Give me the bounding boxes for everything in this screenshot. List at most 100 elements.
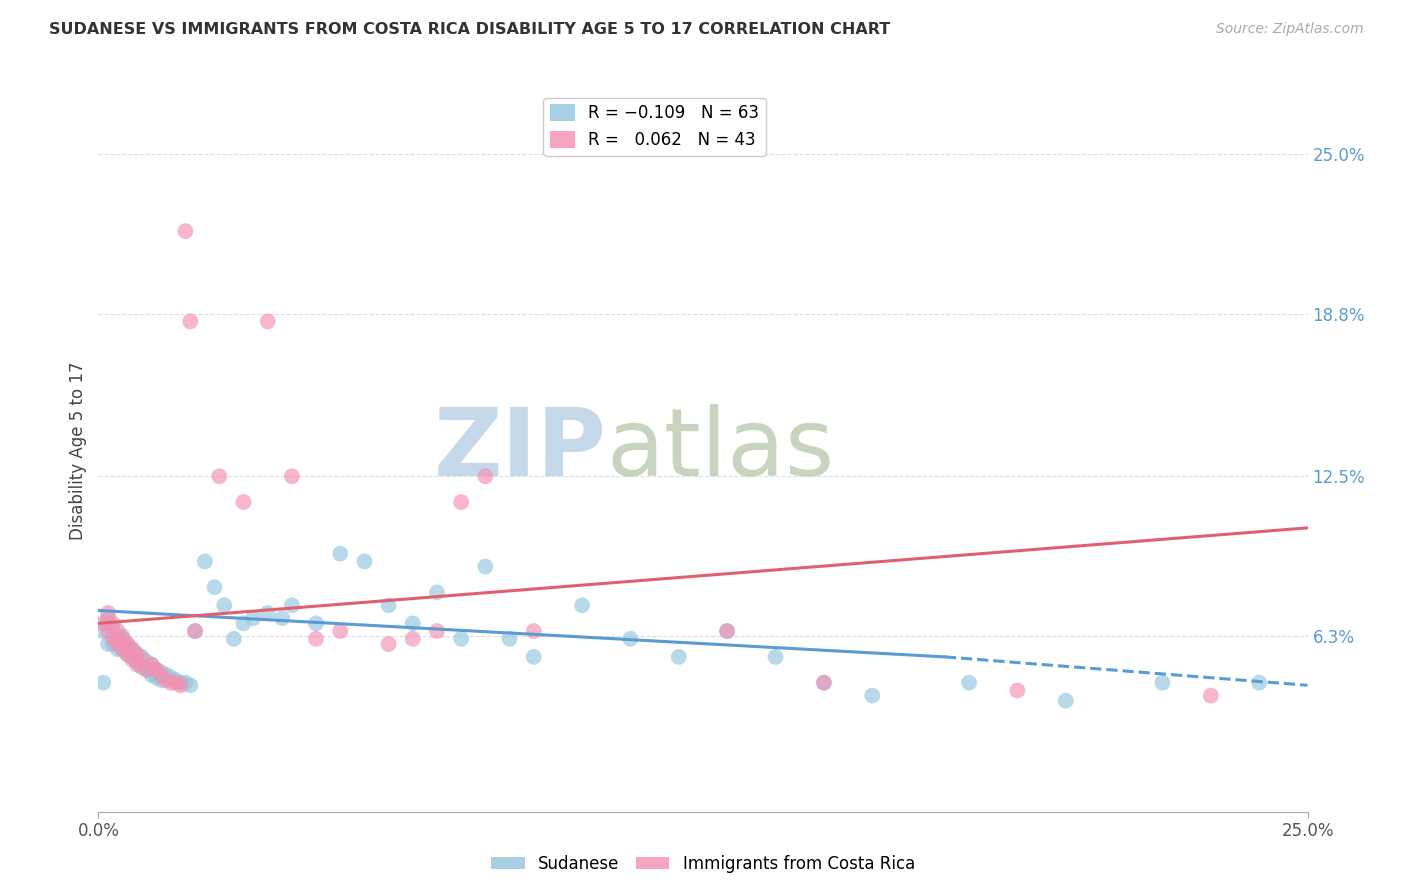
Point bbox=[281, 599, 304, 613]
Point bbox=[402, 616, 425, 631]
Point bbox=[179, 678, 201, 692]
Point bbox=[716, 624, 738, 639]
Point bbox=[121, 642, 143, 657]
Point bbox=[127, 655, 149, 669]
Point bbox=[131, 649, 153, 664]
Point bbox=[97, 637, 120, 651]
Point bbox=[242, 611, 264, 625]
Point bbox=[450, 632, 472, 646]
Point bbox=[101, 637, 124, 651]
Point bbox=[222, 632, 245, 646]
Point bbox=[155, 673, 177, 687]
Point bbox=[619, 632, 641, 646]
Point bbox=[97, 611, 120, 625]
Point bbox=[111, 629, 134, 643]
Text: atlas: atlas bbox=[606, 404, 835, 497]
Point bbox=[101, 632, 124, 646]
Point bbox=[179, 314, 201, 328]
Point bbox=[135, 663, 157, 677]
Point bbox=[165, 675, 187, 690]
Point bbox=[160, 671, 183, 685]
Point bbox=[474, 469, 496, 483]
Point bbox=[813, 675, 835, 690]
Point bbox=[377, 599, 399, 613]
Point bbox=[117, 637, 139, 651]
Point bbox=[127, 648, 149, 662]
Point bbox=[150, 665, 173, 680]
Point bbox=[174, 224, 197, 238]
Point bbox=[256, 606, 278, 620]
Text: ZIP: ZIP bbox=[433, 404, 606, 497]
Point bbox=[571, 599, 593, 613]
Point bbox=[194, 554, 217, 568]
Point bbox=[208, 469, 231, 483]
Legend: R = −0.109   N = 63, R =   0.062   N = 43: R = −0.109 N = 63, R = 0.062 N = 43 bbox=[543, 97, 766, 155]
Point bbox=[111, 632, 134, 646]
Point bbox=[765, 649, 787, 664]
Point bbox=[150, 668, 173, 682]
Point bbox=[107, 632, 129, 646]
Point bbox=[184, 624, 207, 639]
Point bbox=[271, 611, 294, 625]
Point bbox=[111, 642, 134, 657]
Point bbox=[117, 637, 139, 651]
Point bbox=[668, 649, 690, 664]
Point bbox=[1249, 675, 1271, 690]
Point bbox=[305, 616, 328, 631]
Point bbox=[169, 678, 191, 692]
Point bbox=[474, 559, 496, 574]
Point bbox=[957, 675, 980, 690]
Point bbox=[145, 671, 167, 685]
Y-axis label: Disability Age 5 to 17: Disability Age 5 to 17 bbox=[69, 361, 87, 540]
Point bbox=[107, 642, 129, 657]
Point bbox=[426, 624, 449, 639]
Point bbox=[145, 663, 167, 677]
Point bbox=[145, 663, 167, 677]
Point bbox=[353, 554, 375, 568]
Point bbox=[101, 616, 124, 631]
Point bbox=[150, 673, 173, 687]
Point bbox=[141, 668, 163, 682]
Point bbox=[523, 624, 546, 639]
Point bbox=[1007, 683, 1029, 698]
Point bbox=[107, 637, 129, 651]
Text: SUDANESE VS IMMIGRANTS FROM COSTA RICA DISABILITY AGE 5 TO 17 CORRELATION CHART: SUDANESE VS IMMIGRANTS FROM COSTA RICA D… bbox=[49, 22, 890, 37]
Point bbox=[141, 657, 163, 672]
Point bbox=[91, 624, 114, 639]
Point bbox=[91, 616, 114, 631]
Legend: Sudanese, Immigrants from Costa Rica: Sudanese, Immigrants from Costa Rica bbox=[485, 848, 921, 880]
Point bbox=[232, 616, 254, 631]
Point bbox=[117, 648, 139, 662]
Point bbox=[305, 632, 328, 646]
Point bbox=[716, 624, 738, 639]
Point bbox=[97, 606, 120, 620]
Point bbox=[184, 624, 207, 639]
Point bbox=[426, 585, 449, 599]
Point bbox=[97, 624, 120, 639]
Point bbox=[169, 675, 191, 690]
Point bbox=[91, 675, 114, 690]
Point bbox=[1199, 689, 1222, 703]
Point bbox=[111, 642, 134, 657]
Point bbox=[498, 632, 520, 646]
Point bbox=[141, 657, 163, 672]
Point bbox=[107, 624, 129, 639]
Point bbox=[131, 652, 153, 666]
Point bbox=[121, 652, 143, 666]
Point bbox=[860, 689, 883, 703]
Point bbox=[160, 675, 183, 690]
Point bbox=[121, 649, 143, 664]
Point bbox=[165, 673, 187, 687]
Point bbox=[121, 642, 143, 657]
Point bbox=[127, 657, 149, 672]
Point bbox=[131, 660, 153, 674]
Point bbox=[1152, 675, 1174, 690]
Point bbox=[256, 314, 278, 328]
Point bbox=[135, 655, 157, 669]
Point bbox=[155, 668, 177, 682]
Point bbox=[135, 663, 157, 677]
Point bbox=[174, 675, 197, 690]
Point bbox=[813, 675, 835, 690]
Point bbox=[212, 599, 235, 613]
Point bbox=[204, 580, 226, 594]
